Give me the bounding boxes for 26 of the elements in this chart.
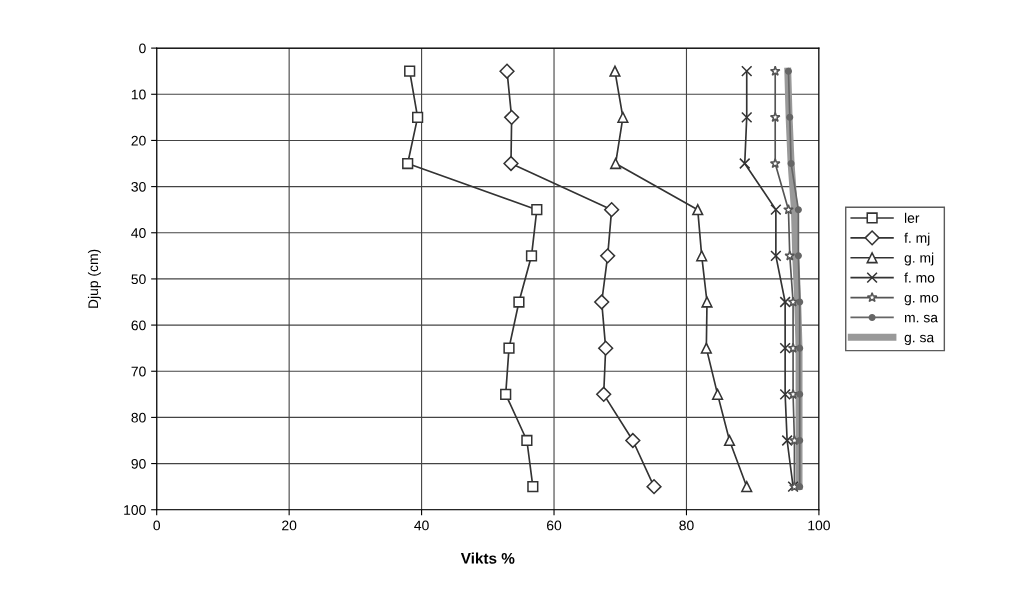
x-tick-label: 100 bbox=[808, 520, 830, 531]
y-tick-label: 60 bbox=[131, 320, 146, 331]
y-axis-title: Djup (cm) bbox=[87, 249, 101, 308]
y-tick-label: 10 bbox=[131, 89, 146, 100]
legend-label: ler bbox=[904, 212, 920, 223]
y-tick-label: 50 bbox=[131, 274, 146, 285]
y-tick-label: 30 bbox=[131, 181, 146, 192]
y-tick-label: 0 bbox=[139, 43, 146, 54]
x-axis-title: Vikts % bbox=[460, 552, 515, 564]
y-tick-label: 90 bbox=[131, 458, 146, 469]
y-tick-label: 100 bbox=[124, 505, 146, 515]
y-tick-label: 80 bbox=[131, 412, 146, 423]
x-tick-label: 20 bbox=[282, 520, 297, 531]
x-tick-label: 60 bbox=[547, 520, 562, 531]
x-tick-label: 0 bbox=[153, 520, 161, 531]
y-tick-label: 70 bbox=[131, 366, 146, 377]
legend-label: g. mo bbox=[904, 294, 939, 306]
legend-label: f. mo bbox=[904, 272, 935, 283]
x-tick-label: 80 bbox=[679, 520, 694, 531]
legend-label: m. sa bbox=[904, 314, 939, 323]
x-tick-label: 40 bbox=[414, 520, 429, 531]
legend-label: g. sa bbox=[904, 334, 935, 346]
legend-label: g. mj bbox=[904, 252, 934, 266]
y-tick-label: 20 bbox=[131, 135, 146, 146]
legend-label: f. mj bbox=[904, 232, 930, 246]
y-tick-label: 40 bbox=[131, 228, 146, 238]
